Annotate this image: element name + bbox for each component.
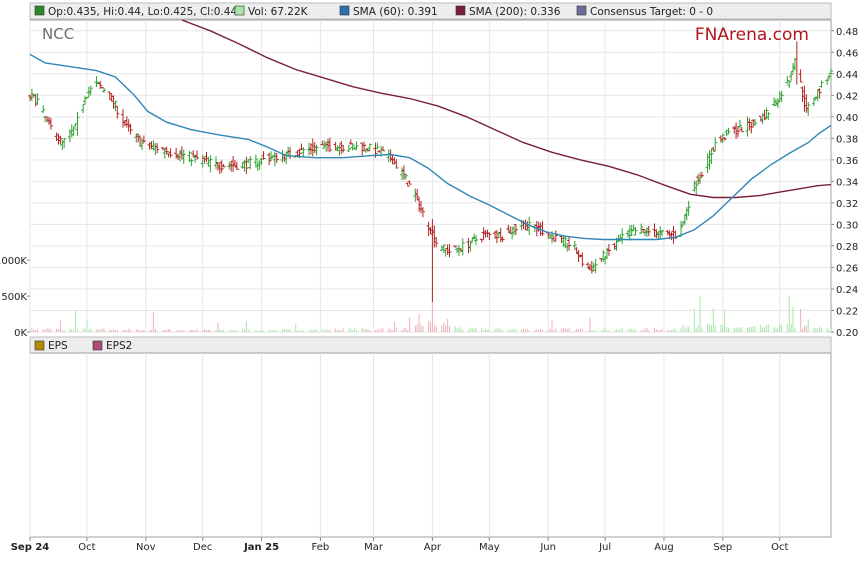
volume-bars <box>29 296 832 332</box>
price-tick-label: 0.38 <box>836 134 858 145</box>
price-tick-label: 0.26 <box>836 263 858 274</box>
ticker-label: NCC <box>42 25 74 43</box>
price-axis: 0.48 0.46 0.44 0.42 0.40 0.38 0.36 0.34 0.32 0.30… <box>831 27 858 339</box>
x-tick-label: Jan 25 <box>243 542 279 553</box>
x-axis: Sep 24 Oct Nov Dec Jan 25 Feb Mar Apr May Jun Jul A… <box>11 537 788 553</box>
legend-item-eps2: EPS2 <box>92 340 132 352</box>
price-tick-label: 0.36 <box>836 156 858 167</box>
volume-tick-label: 500K <box>1 292 27 303</box>
legend-item-sma200: SMA (200): 0.336 <box>455 5 561 18</box>
eps-plot-area <box>29 352 832 538</box>
x-tick-label: Oct <box>771 542 788 553</box>
x-tick-label: Dec <box>193 542 212 553</box>
legend-swatch-target <box>576 5 587 16</box>
x-tick-label: Apr <box>424 542 442 553</box>
price-candles <box>28 41 833 302</box>
x-tick-label: Oct <box>78 542 95 553</box>
x-tick-label: Sep <box>713 542 732 553</box>
eps-grid <box>29 353 781 537</box>
legend-swatch-volume <box>234 5 245 16</box>
volume-tick-label: 0K <box>14 328 27 339</box>
sma60-line <box>29 53 832 241</box>
legend-item-eps: EPS <box>34 340 68 352</box>
grid <box>29 20 831 333</box>
price-plot-area <box>29 19 832 333</box>
legend-text-ohlc: Op:0.435, Hi:0.44, Lo:0.425, Cl:0.44 <box>48 6 237 18</box>
price-tick-label: 0.30 <box>836 220 858 231</box>
price-tick-label: 0.28 <box>836 242 858 253</box>
legend-item-sma60: SMA (60): 0.391 <box>339 5 438 18</box>
price-tick-label: 0.42 <box>836 91 858 102</box>
x-tick-label: Sep 24 <box>11 542 50 553</box>
x-tick-label: Feb <box>312 542 330 553</box>
price-tick-label: 0.48 <box>836 27 858 38</box>
price-tick-label: 0.34 <box>836 177 858 188</box>
price-tick-label: 0.22 <box>836 306 858 317</box>
price-tick-label: 0.46 <box>836 48 858 59</box>
legend-swatch-ohlc <box>34 5 45 16</box>
brand-watermark: FNArena.com <box>695 25 809 45</box>
legend-text-target: Consensus Target: 0 - 0 <box>590 6 713 18</box>
sma200-line <box>181 19 832 199</box>
legend-text-volume: Vol: 67.22K <box>248 6 309 18</box>
price-tick-label: 0.44 <box>836 70 858 81</box>
legend-item-volume: Vol: 67.22K <box>234 5 309 18</box>
legend-text-sma200: SMA (200): 0.336 <box>469 6 561 18</box>
x-tick-label: May <box>479 542 500 553</box>
price-tick-label: 0.24 <box>836 285 858 296</box>
x-tick-label: Nov <box>136 542 156 553</box>
x-tick-label: Aug <box>654 542 674 553</box>
volume-tick-label: 1000K <box>0 256 27 267</box>
legend-text-eps2: EPS2 <box>106 340 132 352</box>
eps-legend-strip <box>29 336 832 354</box>
x-tick-label: Jul <box>598 542 611 553</box>
price-tick-label: 0.32 <box>836 199 858 210</box>
price-tick-label: 0.40 <box>836 113 858 124</box>
price-tick-label: 0.20 <box>836 328 858 339</box>
x-tick-label: Mar <box>364 542 384 553</box>
legend-text-sma60: SMA (60): 0.391 <box>353 6 438 18</box>
legend-swatch-sma60 <box>339 5 350 16</box>
legend-text-eps: EPS <box>48 340 68 352</box>
legend-item-ohlc: Op:0.435, Hi:0.44, Lo:0.425, Cl:0.44 <box>34 5 237 18</box>
volume-axis: 1000K 500K 0K <box>0 256 30 339</box>
legend-swatch-eps <box>34 340 45 351</box>
x-tick-label: Jun <box>539 542 556 553</box>
legend-item-target: Consensus Target: 0 - 0 <box>576 5 713 18</box>
legend-swatch-eps2 <box>92 340 103 351</box>
legend-swatch-sma200 <box>455 5 466 16</box>
